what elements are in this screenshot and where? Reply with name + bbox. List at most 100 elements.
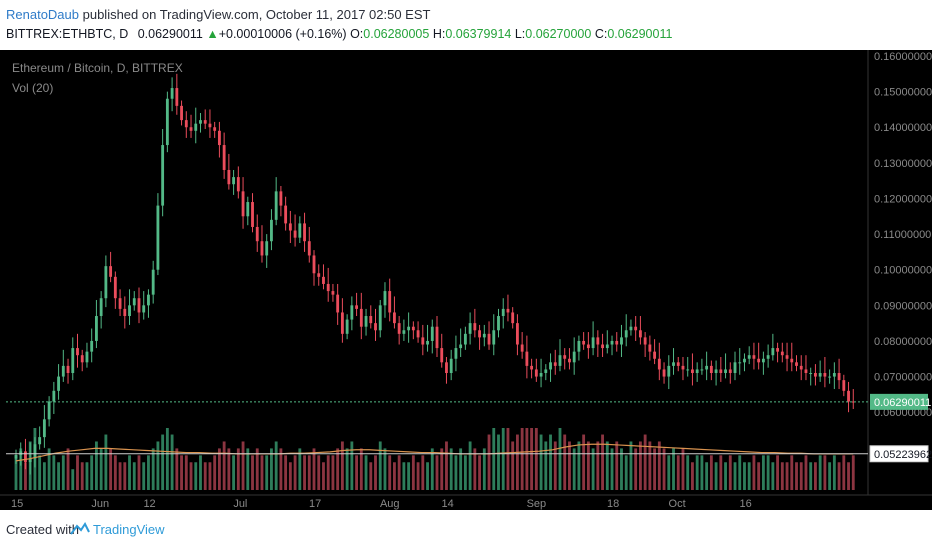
open-value: 0.06280005 — [363, 27, 430, 41]
volume-bar — [66, 448, 70, 490]
volume-bar — [194, 462, 198, 490]
volume-bar — [766, 455, 770, 490]
volume-bar — [378, 441, 382, 490]
candle-body — [563, 355, 567, 359]
candle-body — [24, 451, 27, 463]
volume-bar — [785, 462, 789, 490]
time-tick-label: Jun — [91, 498, 109, 510]
tradingview-brand-link[interactable]: TradingView — [93, 522, 165, 537]
volume-bar — [317, 455, 321, 490]
candle-body — [71, 348, 75, 374]
volume-bar — [99, 448, 103, 490]
candle-body — [170, 88, 174, 99]
volume-bar — [132, 462, 136, 490]
candle-body — [374, 323, 377, 331]
price-axis[interactable]: 0.16000000 0.15000000 0.14000000 0.13000000… — [867, 50, 932, 495]
candle-body — [303, 223, 306, 242]
candle-body — [676, 362, 680, 366]
volume-bar — [809, 462, 813, 490]
volume-bar — [601, 434, 604, 490]
volume-bar — [634, 448, 638, 490]
volume-bar — [681, 448, 685, 490]
volume-bar — [544, 441, 548, 490]
volume-bar — [743, 462, 746, 490]
symbol-label: BITTREX:ETHBTC, D — [6, 27, 129, 41]
volume-bar — [482, 448, 486, 490]
tradingview-logo-icon — [70, 522, 90, 535]
volume-bar — [430, 448, 434, 490]
candle-body — [558, 355, 562, 366]
volume-bar — [38, 455, 42, 490]
candle-body — [260, 241, 264, 256]
price-chart[interactable]: 0.16000000 0.15000000 0.14000000 0.13000000… — [0, 50, 932, 510]
candle-body — [733, 362, 737, 374]
candle-body — [265, 241, 269, 256]
volume-bar — [534, 428, 538, 490]
candle-body — [402, 330, 406, 334]
candle-body — [804, 369, 808, 374]
volume-bar — [298, 448, 302, 490]
candle-body — [76, 348, 79, 356]
candle-body — [672, 362, 675, 366]
candle-body — [700, 369, 704, 371]
price-tick-label: 0.10000000 — [874, 265, 932, 277]
volume-bar — [113, 455, 117, 490]
volume-bar — [653, 448, 657, 490]
volume-bar — [790, 455, 794, 490]
volume-bar — [416, 462, 420, 490]
candle-body — [568, 358, 571, 363]
volume-bar — [686, 455, 690, 490]
candle-body — [445, 362, 448, 374]
publish-line: RenatoDaub published on TradingView.com,… — [6, 7, 430, 22]
volume-bar — [265, 455, 269, 490]
candle-body — [553, 362, 557, 366]
volume-bar — [591, 448, 595, 490]
volume-bar — [747, 462, 751, 490]
volume-bar — [57, 462, 60, 490]
candle-body — [534, 369, 538, 377]
candle-body — [459, 344, 463, 349]
candle-body — [695, 369, 699, 374]
author-link[interactable]: RenatoDaub — [6, 7, 79, 22]
candle-body — [591, 337, 595, 349]
volume-bar — [251, 455, 254, 490]
candle-body — [246, 202, 250, 217]
candle-body — [468, 323, 472, 334]
candle-body — [478, 330, 481, 338]
candle-body — [714, 369, 718, 374]
last-price-label: 0.06290011 — [874, 397, 931, 409]
volume-bar — [449, 448, 453, 490]
volume-bar — [615, 441, 619, 490]
volume-bar — [203, 462, 207, 490]
candle-body — [161, 145, 165, 206]
volume-bar — [842, 455, 846, 490]
candle-body — [719, 369, 723, 374]
candle-body — [814, 373, 817, 377]
volume-bar — [307, 455, 311, 490]
volume-bar — [199, 455, 202, 490]
volume-bar — [468, 441, 472, 490]
volume-bar — [478, 455, 481, 490]
candle-body — [761, 358, 765, 363]
candle-body — [681, 365, 685, 370]
publish-header: RenatoDaub published on TradingView.com,… — [0, 0, 932, 50]
volume-bar — [515, 434, 519, 490]
candle-body — [492, 330, 496, 345]
price-tick-label: 0.16000000 — [874, 51, 932, 63]
time-axis[interactable]: 15 Jun 12 Jul 17 Aug 14 Sep 18 Oct 16 — [0, 494, 932, 510]
volume-bar — [184, 455, 188, 490]
volume-bar — [738, 455, 742, 490]
volume-bar — [340, 441, 344, 490]
volume-bar — [90, 455, 94, 490]
volume-bar — [648, 441, 652, 490]
volume-bar — [553, 441, 557, 490]
volume-ma-line — [15, 443, 854, 462]
candle-body — [236, 177, 240, 192]
volume-ma-label: 0.05223962 — [874, 449, 932, 461]
volume-bar — [24, 462, 27, 490]
volume-bar — [147, 455, 150, 490]
volume-bar — [638, 441, 642, 490]
candle-body — [217, 130, 221, 146]
volume-bar — [175, 448, 179, 490]
candle-body — [19, 451, 23, 455]
